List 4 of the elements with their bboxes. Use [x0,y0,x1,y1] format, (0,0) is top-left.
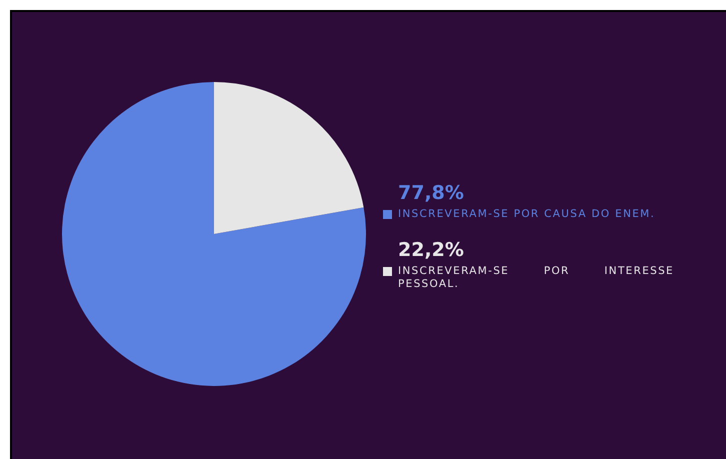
data-label: 22,2% [398,239,465,261]
legend-label: INSCREVERAM-SE POR INTERESSE PESSOAL. [398,265,674,291]
legend-label: INSCREVERAM-SE POR CAUSA DO ENEM. [398,208,656,221]
data-label: 77,8% [398,182,465,204]
